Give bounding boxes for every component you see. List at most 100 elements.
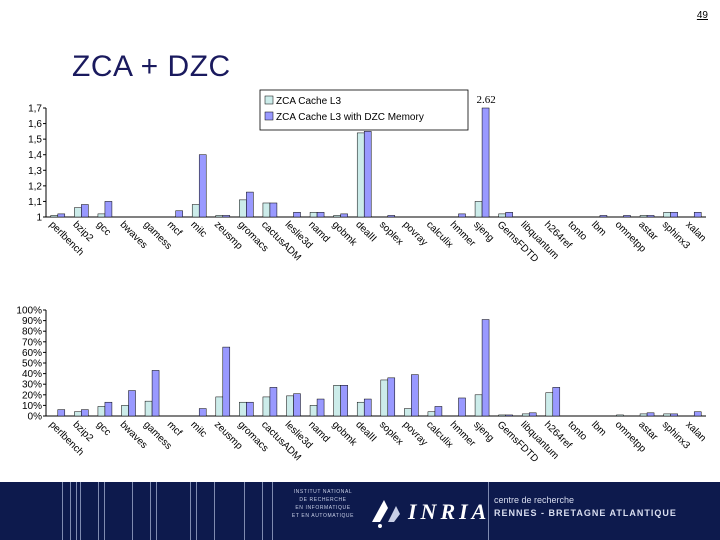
legend-swatch <box>264 95 274 105</box>
bar <box>309 212 318 218</box>
bar <box>239 401 247 417</box>
institute-line: DE RECHERCHE <box>299 497 347 503</box>
footer-stripe <box>104 482 105 540</box>
y-tick-label: 60% <box>22 348 42 359</box>
bar <box>74 411 82 417</box>
bar <box>356 132 365 218</box>
bar <box>639 215 648 218</box>
bar <box>387 377 396 417</box>
bar <box>215 215 224 218</box>
bar <box>215 396 224 417</box>
bar <box>81 204 89 218</box>
bar <box>646 412 655 417</box>
bar <box>363 398 372 417</box>
bar <box>286 395 294 417</box>
bar <box>316 212 325 218</box>
y-tick-label: 1,6 <box>28 119 42 130</box>
footer-stripe <box>80 482 81 540</box>
bar <box>363 131 372 218</box>
footer-stripe <box>244 482 245 540</box>
bar <box>599 215 608 218</box>
bar <box>97 406 106 417</box>
bar <box>474 201 483 218</box>
bar <box>175 210 183 218</box>
bar <box>404 408 412 417</box>
bar <box>552 387 561 417</box>
bar <box>246 191 254 218</box>
x-tick-label: povray <box>400 419 429 448</box>
bar <box>639 413 648 417</box>
y-tick-label: 1,7 <box>28 104 42 115</box>
y-tick-label: 0% <box>28 412 43 423</box>
centre-name: centre de recherche RENNES - BRETAGNE AT… <box>494 494 704 520</box>
x-tick-label: soplex <box>377 419 405 447</box>
footer-stripe <box>62 482 63 540</box>
data-label: 2.62 <box>476 94 495 106</box>
y-tick-label: 30% <box>22 380 42 391</box>
bar <box>309 405 318 417</box>
bar <box>222 215 231 218</box>
footer-stripe <box>98 482 99 540</box>
bar <box>693 212 702 218</box>
bar <box>269 202 278 218</box>
bar <box>505 212 513 218</box>
x-tick-label: soplex <box>377 219 405 247</box>
bar <box>528 412 537 417</box>
footer-stripe <box>272 482 273 540</box>
bar <box>104 401 113 417</box>
bar <box>333 385 341 417</box>
bar <box>340 213 348 218</box>
x-tick-label: gcc <box>94 419 113 438</box>
centre-line-1: centre de recherche <box>494 495 575 505</box>
x-tick-label: mcf <box>165 219 184 238</box>
bar <box>481 319 490 417</box>
x-tick-label: milc <box>188 419 208 439</box>
footer-stripe <box>196 482 197 540</box>
y-tick-label: 1 <box>36 213 42 224</box>
bar <box>57 409 66 417</box>
legend-swatch <box>264 111 274 121</box>
bar <box>545 392 554 417</box>
bar <box>293 212 301 218</box>
bar <box>481 107 490 218</box>
y-tick-label: 50% <box>22 359 42 370</box>
centre-line-2: RENNES - BRETAGNE ATLANTIQUE <box>494 508 677 518</box>
bar <box>411 374 419 417</box>
institute-line: INSTITUT NATIONAL <box>293 489 353 495</box>
footer-banner: INSTITUT NATIONAL DE RECHERCHE EN INFORM… <box>0 482 720 540</box>
y-tick-label: 100% <box>16 306 42 317</box>
footer-stripe <box>488 482 489 540</box>
footer-stripe <box>132 482 133 540</box>
y-tick-label: 90% <box>22 316 42 327</box>
institute-name: INSTITUT NATIONAL DE RECHERCHE EN INFORM… <box>278 488 368 520</box>
footer-stripe <box>76 482 77 540</box>
x-tick-label: lbm <box>589 419 608 438</box>
bar <box>521 413 530 417</box>
bar <box>670 212 678 218</box>
bar <box>121 405 129 417</box>
bar <box>670 413 678 417</box>
bar <box>97 213 106 218</box>
bar <box>144 400 153 417</box>
bar <box>340 385 348 417</box>
bar <box>663 212 671 218</box>
bar <box>246 401 254 417</box>
bar <box>104 201 113 218</box>
bar <box>623 215 631 218</box>
y-tick-label: 20% <box>22 390 42 401</box>
y-tick-label: 40% <box>22 369 42 380</box>
institute-line: ET EN AUTOMATIQUE <box>291 513 355 519</box>
bar <box>128 390 136 417</box>
bar <box>74 207 82 218</box>
bar <box>498 213 506 218</box>
bar <box>387 215 396 218</box>
bar <box>458 213 466 218</box>
x-tick-label: gobmk <box>330 219 360 249</box>
bar <box>498 414 506 417</box>
y-tick-label: 1,1 <box>28 197 42 208</box>
footer-stripe <box>262 482 263 540</box>
bar <box>474 394 483 417</box>
bar <box>50 215 59 218</box>
inria-logo-icon <box>372 500 400 528</box>
bar <box>239 199 247 218</box>
